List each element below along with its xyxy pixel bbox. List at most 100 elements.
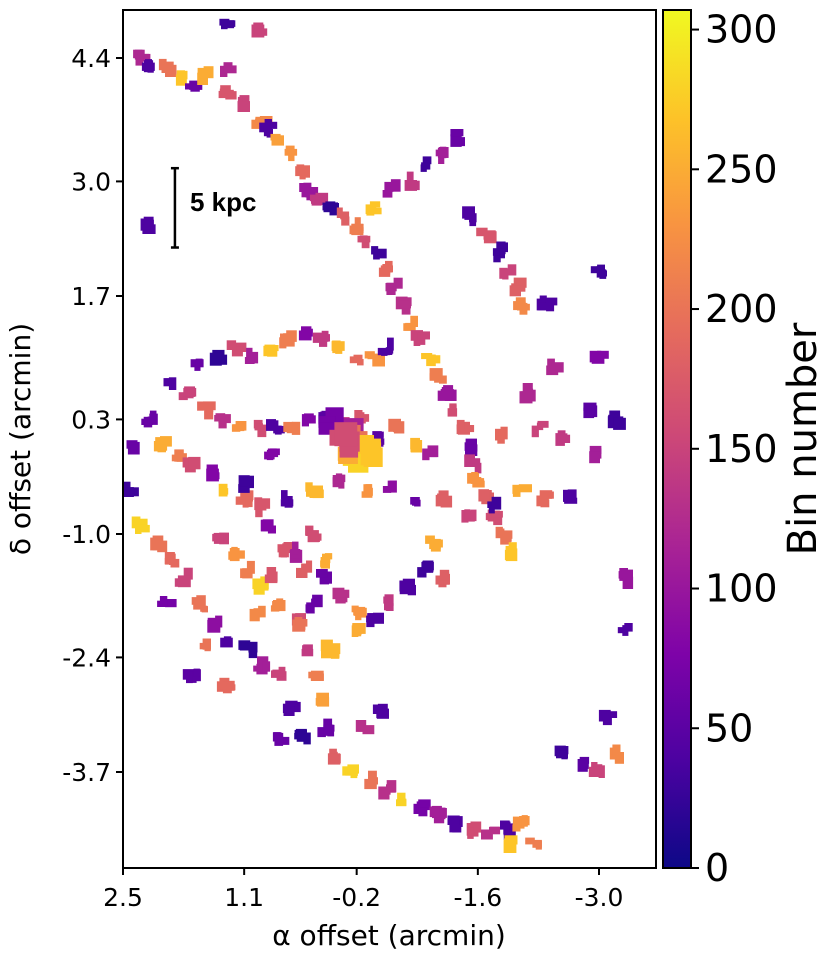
point-66 [364, 351, 385, 367]
point-fragment [260, 502, 267, 511]
point-fragment [357, 235, 371, 243]
point-fragment [456, 419, 465, 430]
point-142 [260, 519, 276, 534]
point-180 [182, 668, 201, 684]
point-fragment [337, 589, 350, 598]
point-fragment [535, 841, 542, 850]
point-fragment [305, 187, 319, 198]
point-fragment [199, 642, 209, 650]
point-fragment [410, 437, 420, 450]
point-fragment [277, 544, 289, 553]
point-63 [312, 330, 330, 347]
point-fragment [161, 61, 174, 73]
point-3 [133, 49, 151, 66]
point-fragment [178, 392, 188, 401]
point-17 [309, 192, 329, 206]
point-fragment [358, 414, 370, 422]
point-9 [218, 85, 237, 100]
point-48 [492, 241, 508, 263]
x-tick-label: 2.5 [103, 883, 143, 912]
point-fragment [159, 596, 168, 607]
point-fragment [165, 599, 177, 608]
point-fragment [260, 520, 274, 532]
y-axis-label: δ offset (arcmin) [4, 323, 37, 555]
point-fragment [331, 341, 345, 351]
point-13 [270, 133, 284, 146]
point-fragment [361, 238, 370, 249]
point-fragment [209, 352, 222, 366]
point-fragment [404, 180, 417, 191]
point-fragment [199, 69, 206, 78]
point-28 [421, 353, 441, 367]
point-fragment [433, 539, 443, 548]
point-155 [320, 639, 341, 659]
point-fragment [531, 425, 539, 438]
point-fragment [512, 816, 525, 829]
point-fragment [310, 673, 324, 681]
point-fragment [238, 484, 250, 493]
point-34 [464, 454, 482, 474]
point-fragment [320, 411, 328, 420]
colorbar-tick-label: 50 [705, 706, 753, 750]
point-fragment [539, 490, 553, 499]
point-fragment [327, 643, 341, 655]
colorbar-tick-label: 100 [705, 567, 778, 611]
point-121 [252, 576, 269, 595]
point-fragment [155, 437, 164, 447]
point-fragment [316, 569, 328, 578]
point-fragment [372, 353, 385, 367]
point-fragment [266, 452, 274, 461]
point-fragment [312, 332, 325, 343]
point-fragment [596, 266, 605, 278]
point-fragment [312, 485, 323, 499]
point-174 [425, 535, 443, 552]
point-22 [371, 246, 387, 260]
point-fragment [286, 424, 295, 434]
point-86 [153, 436, 172, 453]
point-fragment [143, 60, 154, 73]
point-fragment [507, 264, 517, 276]
point-fragment [521, 391, 533, 401]
point-25 [395, 296, 412, 315]
point-44 [382, 179, 401, 198]
point-fragment [183, 387, 197, 397]
point-24 [385, 277, 403, 295]
point-156 [372, 703, 389, 719]
point-fragment [320, 335, 330, 342]
point-97 [382, 480, 397, 493]
point-fragment [229, 548, 240, 562]
point-fragment [397, 792, 406, 800]
point-65 [349, 354, 364, 366]
point-96 [361, 484, 373, 498]
point-fragment [577, 759, 588, 772]
point-fragment [218, 483, 228, 497]
point-fragment [253, 608, 262, 618]
point-fragment [539, 295, 547, 306]
point-70 [197, 401, 216, 420]
point-162 [554, 745, 569, 760]
point-fragment [292, 541, 299, 555]
point-fragment [307, 530, 319, 543]
point-179 [157, 596, 177, 608]
point-131 [378, 780, 397, 800]
point-fragment [413, 339, 421, 346]
point-fragment [489, 826, 501, 835]
point-75 [283, 421, 301, 435]
point-fragment [362, 725, 375, 735]
point-23 [378, 260, 393, 277]
point-30 [437, 385, 457, 401]
point-fragment [357, 359, 364, 366]
point-114 [220, 636, 233, 648]
point-fragment [248, 475, 254, 489]
point-fragment [376, 708, 389, 719]
point-fragment [513, 301, 520, 311]
point-187 [140, 216, 156, 234]
point-fragment [447, 408, 458, 417]
point-fragment [266, 345, 279, 352]
point-119 [228, 546, 245, 562]
point-fragment [496, 528, 505, 536]
point-fragment [425, 535, 435, 544]
point-fragment [617, 627, 625, 634]
point-fragment [140, 524, 150, 533]
point-fragment [190, 84, 200, 92]
